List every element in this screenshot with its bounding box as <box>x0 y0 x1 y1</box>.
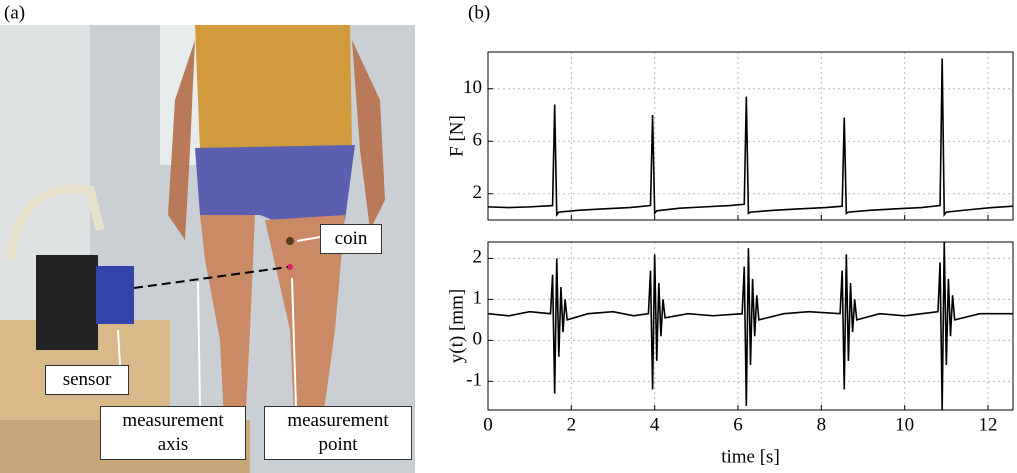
photo-label: measurement point <box>264 406 412 460</box>
photo <box>0 25 415 473</box>
y-axis-label: y(t) [mm] <box>446 289 467 363</box>
y-tick-label: 1 <box>473 288 483 309</box>
data-line <box>487 58 1014 218</box>
x-tick-label: 10 <box>895 414 914 435</box>
y-tick-label: 6 <box>473 130 483 151</box>
x-tick-label: 2 <box>567 414 577 435</box>
data-line <box>487 241 1013 411</box>
y-tick-label: -1 <box>466 370 482 391</box>
x-axis-label: time [s] <box>721 446 780 467</box>
panel-label: (a) <box>4 2 25 23</box>
y-tick-label: 10 <box>463 77 482 98</box>
x-tick-label: 8 <box>817 414 827 435</box>
plot-area <box>488 52 1013 220</box>
y-tick-label: 2 <box>473 182 483 203</box>
y-axis-label: F [N] <box>446 115 467 157</box>
photo-label: coin <box>320 224 382 254</box>
photo-label: measurement axis <box>100 406 246 460</box>
x-tick-label: 6 <box>733 414 743 435</box>
plot-frame <box>487 241 1014 411</box>
x-tick-label: 0 <box>483 414 493 435</box>
x-tick-label: 12 <box>979 414 998 435</box>
panel-label: (b) <box>468 2 490 23</box>
y-tick-label: 2 <box>473 247 483 268</box>
plot-frame <box>487 51 1014 221</box>
y-tick-label: 0 <box>473 329 483 350</box>
photo-label: sensor <box>45 365 129 395</box>
x-tick-label: 4 <box>650 414 660 435</box>
